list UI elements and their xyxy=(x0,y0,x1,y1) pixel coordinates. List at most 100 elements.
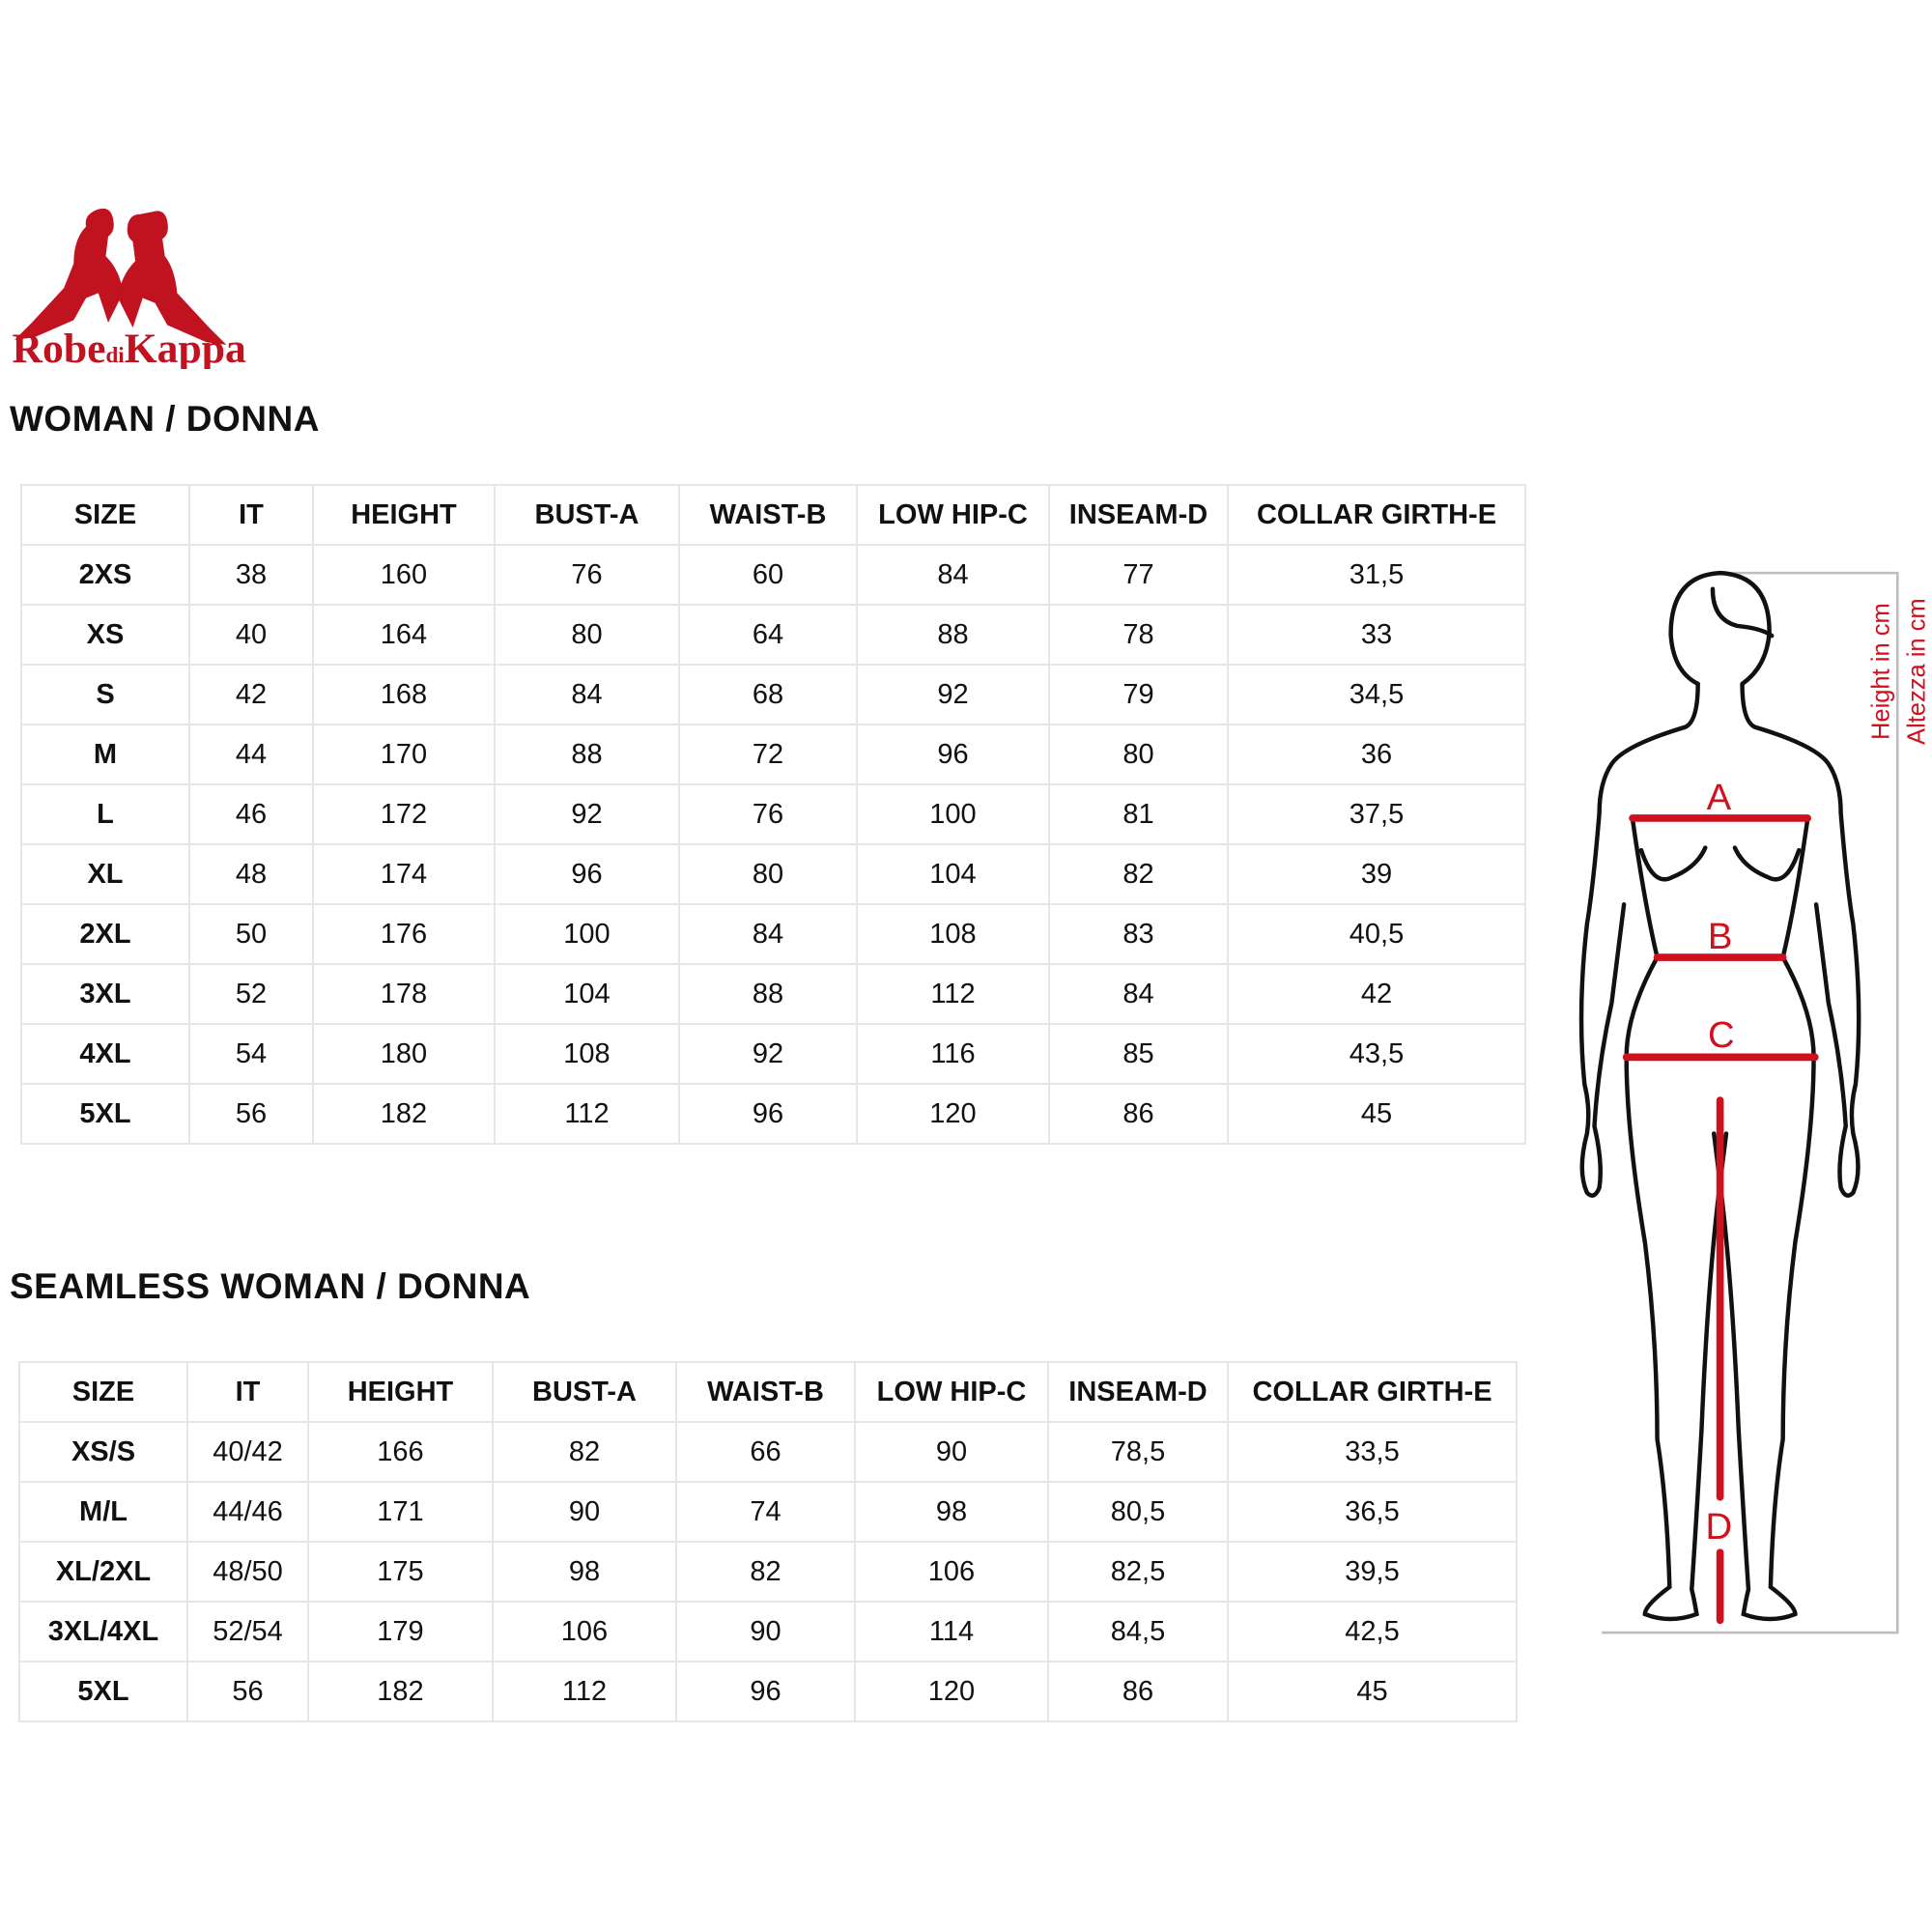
value-cell: 90 xyxy=(675,1601,856,1662)
value-cell: 52 xyxy=(188,963,314,1025)
size-cell: XS xyxy=(20,604,190,666)
value-cell: 72 xyxy=(678,724,858,785)
value-cell: 96 xyxy=(675,1661,856,1722)
body-outline xyxy=(1578,570,1861,1622)
value-cell: 178 xyxy=(312,963,496,1025)
value-cell: 80 xyxy=(1048,724,1229,785)
label-c: C xyxy=(1708,1014,1735,1056)
value-cell: 96 xyxy=(678,1083,858,1145)
value-cell: 45 xyxy=(1227,1661,1518,1722)
value-cell: 112 xyxy=(494,1083,680,1145)
value-cell: 96 xyxy=(856,724,1050,785)
value-cell: 79 xyxy=(1048,664,1229,725)
value-cell: 50 xyxy=(188,903,314,965)
value-cell: 90 xyxy=(492,1481,677,1543)
seamless-table-title: SEAMLESS WOMAN / DONNA xyxy=(10,1266,531,1306)
seamless-size-table: SIZE IT HEIGHT BUST-A WAIST-B LOW HIP-C INSEAM… xyxy=(18,1361,1518,1722)
size-cell: XL xyxy=(20,843,190,905)
value-cell: 164 xyxy=(312,604,496,666)
label-b: B xyxy=(1708,916,1733,957)
value-cell: 171 xyxy=(307,1481,494,1543)
value-cell: 114 xyxy=(854,1601,1049,1662)
value-cell: 104 xyxy=(856,843,1050,905)
value-cell: 48 xyxy=(188,843,314,905)
value-cell: 86 xyxy=(1047,1661,1229,1722)
value-cell: 36 xyxy=(1227,724,1526,785)
value-cell: 43,5 xyxy=(1227,1023,1526,1085)
value-cell: 82 xyxy=(1048,843,1229,905)
value-cell: 42 xyxy=(1227,963,1526,1025)
value-cell: 77 xyxy=(1048,544,1229,606)
value-cell: 36,5 xyxy=(1227,1481,1518,1543)
value-cell: 45 xyxy=(1227,1083,1526,1145)
value-cell: 76 xyxy=(678,783,858,845)
value-cell: 104 xyxy=(494,963,680,1025)
value-cell: 100 xyxy=(856,783,1050,845)
size-cell: 5XL xyxy=(18,1661,188,1722)
table-row: 2XL 50 176 100 84 108 83 40,5 xyxy=(20,903,1526,965)
value-cell: 88 xyxy=(494,724,680,785)
value-cell: 168 xyxy=(312,664,496,725)
frame-lines xyxy=(1602,571,1899,1634)
table-header-row: SIZE IT HEIGHT BUST-A WAIST-B LOW HIP-C INSEAM… xyxy=(20,484,1526,546)
column-header: HEIGHT xyxy=(312,484,496,546)
table-row: 5XL 56 182 112 96 120 86 45 xyxy=(20,1083,1526,1145)
value-cell: 39,5 xyxy=(1227,1541,1518,1603)
value-cell: 120 xyxy=(856,1083,1050,1145)
value-cell: 37,5 xyxy=(1227,783,1526,845)
value-cell: 88 xyxy=(856,604,1050,666)
value-cell: 179 xyxy=(307,1601,494,1662)
value-cell: 92 xyxy=(494,783,680,845)
value-cell: 44/46 xyxy=(186,1481,309,1543)
value-cell: 38 xyxy=(188,544,314,606)
column-header: SIZE xyxy=(18,1361,188,1423)
table-row: M 44 170 88 72 96 80 36 xyxy=(20,724,1526,785)
value-cell: 100 xyxy=(494,903,680,965)
value-cell: 68 xyxy=(678,664,858,725)
table-row: 4XL 54 180 108 92 116 85 43,5 xyxy=(20,1023,1526,1085)
value-cell: 106 xyxy=(492,1601,677,1662)
value-cell: 33 xyxy=(1227,604,1526,666)
column-header: BUST-A xyxy=(494,484,680,546)
table-row: 5XL 56 182 112 96 120 86 45 xyxy=(18,1661,1518,1722)
size-cell: 2XS xyxy=(20,544,190,606)
value-cell: 85 xyxy=(1048,1023,1229,1085)
measure-lines xyxy=(1622,814,1819,1625)
value-cell: 112 xyxy=(856,963,1050,1025)
table-row: XL/2XL 48/50 175 98 82 106 82,5 39,5 xyxy=(18,1541,1518,1603)
table-row: L 46 172 92 76 100 81 37,5 xyxy=(20,783,1526,845)
size-cell: 3XL xyxy=(20,963,190,1025)
value-cell: 33,5 xyxy=(1227,1421,1518,1483)
value-cell: 108 xyxy=(494,1023,680,1085)
table-row: 3XL/4XL 52/54 179 106 90 114 84,5 42,5 xyxy=(18,1601,1518,1662)
value-cell: 54 xyxy=(188,1023,314,1085)
value-cell: 172 xyxy=(312,783,496,845)
value-cell: 40/42 xyxy=(186,1421,309,1483)
table-row: M/L 44/46 171 90 74 98 80,5 36,5 xyxy=(18,1481,1518,1543)
value-cell: 78 xyxy=(1048,604,1229,666)
value-cell: 106 xyxy=(854,1541,1049,1603)
column-header: IT xyxy=(186,1361,309,1423)
value-cell: 80 xyxy=(494,604,680,666)
value-cell: 74 xyxy=(675,1481,856,1543)
table-row: XS/S 40/42 166 82 66 90 78,5 33,5 xyxy=(18,1421,1518,1483)
value-cell: 90 xyxy=(854,1421,1049,1483)
value-cell: 92 xyxy=(856,664,1050,725)
value-cell: 82 xyxy=(492,1421,677,1483)
value-cell: 112 xyxy=(492,1661,677,1722)
column-header: COLLAR GIRTH-E xyxy=(1227,484,1526,546)
value-cell: 78,5 xyxy=(1047,1421,1229,1483)
value-cell: 174 xyxy=(312,843,496,905)
value-cell: 64 xyxy=(678,604,858,666)
value-cell: 84 xyxy=(678,903,858,965)
column-header: BUST-A xyxy=(492,1361,677,1423)
value-cell: 82,5 xyxy=(1047,1541,1229,1603)
value-cell: 98 xyxy=(854,1481,1049,1543)
size-cell: 5XL xyxy=(20,1083,190,1145)
size-cell: 3XL/4XL xyxy=(18,1601,188,1662)
value-cell: 40,5 xyxy=(1227,903,1526,965)
size-cell: 2XL xyxy=(20,903,190,965)
value-cell: 166 xyxy=(307,1421,494,1483)
value-cell: 120 xyxy=(854,1661,1049,1722)
woman-table-title: WOMAN / DONNA xyxy=(10,399,320,439)
